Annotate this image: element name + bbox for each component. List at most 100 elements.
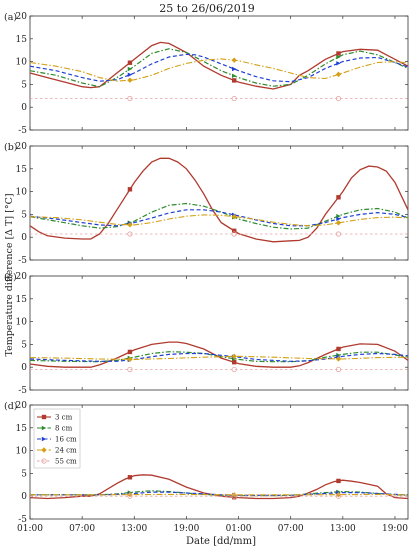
- data-point: [336, 195, 341, 200]
- y-tick-label: 20: [16, 142, 28, 152]
- y-tick-label: 10: [16, 318, 28, 328]
- y-tick-label: 15: [16, 165, 28, 175]
- y-tick-label: 20: [16, 401, 28, 411]
- y-tick-label: -5: [18, 515, 27, 525]
- data-point: [335, 71, 342, 78]
- legend-entry: 16 cm: [55, 436, 77, 444]
- legend-marker: [41, 425, 47, 431]
- data-point: [232, 359, 237, 365]
- data-point: [127, 366, 133, 373]
- data-point: [336, 478, 341, 484]
- data-point: [336, 346, 341, 352]
- chart-panel-1: (a) -5 0 5 10 15 20: [4, 12, 409, 136]
- legend-box: [33, 408, 81, 469]
- chart-panel-4: (d) -5 0 5 10 15 20 01:00 07:00 13:00 19:00 01:00 07…: [4, 401, 409, 534]
- series-line: [29, 209, 409, 227]
- data-point: [335, 220, 342, 226]
- data-point: [335, 95, 342, 102]
- series-line: [29, 53, 409, 83]
- legend-entry: 55 cm: [55, 458, 77, 466]
- data-point: [336, 51, 341, 56]
- legend-marker: [41, 414, 47, 420]
- series-line: [29, 355, 409, 360]
- data-point: [127, 187, 133, 192]
- y-tick-label: 15: [16, 424, 28, 434]
- y-tick-label: 20: [16, 272, 28, 282]
- data-point: [127, 66, 133, 72]
- series-line: [29, 352, 409, 362]
- x-tick-label: 01:00: [17, 524, 43, 534]
- y-tick-label: 0: [21, 103, 27, 113]
- data-point: [127, 95, 133, 102]
- data-point: [127, 231, 133, 237]
- x-tick-label: 19:00: [382, 524, 408, 534]
- series-line: [29, 157, 409, 243]
- series-line: [30, 491, 409, 496]
- data-point: [231, 57, 237, 63]
- legend: 3 cm 8 cm 16 cm 24 cm 55 cm: [33, 408, 81, 469]
- data-point: [232, 66, 237, 72]
- data-point: [231, 353, 237, 360]
- y-tick-label: 20: [16, 12, 28, 22]
- series-line: [29, 58, 409, 82]
- series-line: [29, 214, 409, 227]
- data-point: [335, 356, 342, 362]
- data-point: [231, 95, 237, 102]
- chart-panels: (a)-505101520(b)-505101520(c)-505101520(…: [4, 12, 409, 534]
- data-point: [127, 349, 133, 355]
- y-tick-label: 5: [21, 469, 27, 479]
- plot-frame: [29, 275, 409, 391]
- chart-panel-3: (c) -5 0 5 10 15 20: [4, 272, 409, 396]
- legend-marker: [41, 447, 47, 453]
- series-line: [29, 474, 409, 500]
- legend-entry: 3 cm: [55, 414, 73, 422]
- data-point: [231, 493, 237, 499]
- y-tick-label: 0: [21, 233, 27, 243]
- data-point: [127, 493, 133, 499]
- plot-frame: [29, 404, 409, 520]
- y-tick-label: 10: [16, 58, 28, 68]
- series-line: [29, 202, 409, 230]
- data-point: [127, 72, 133, 77]
- x-axis-label: Date [dd/mm]: [186, 536, 256, 547]
- plot-frame: [29, 145, 409, 261]
- series-line: [29, 351, 409, 363]
- y-tick-label: 0: [21, 363, 27, 373]
- data-point: [231, 366, 237, 373]
- data-point: [335, 366, 342, 373]
- y-tick-label: 5: [21, 340, 27, 350]
- x-tick-label: 19:00: [173, 524, 199, 534]
- x-tick-label: 01:00: [226, 524, 252, 534]
- x-tick-label: 07:00: [69, 524, 95, 534]
- legend-entry: 8 cm: [55, 425, 73, 433]
- data-point: [336, 61, 341, 66]
- panel-label: (b): [4, 142, 18, 153]
- data-point: [335, 231, 342, 237]
- chart-panel-2: (b) -5 0 5 10 15 20: [4, 142, 409, 266]
- y-tick-label: 0: [21, 492, 27, 502]
- data-point: [127, 475, 133, 480]
- data-point: [335, 493, 342, 499]
- panel-label: (d): [4, 401, 18, 412]
- data-point: [127, 77, 133, 83]
- y-tick-label: 15: [16, 35, 28, 45]
- data-point: [336, 54, 341, 60]
- data-point: [232, 78, 237, 83]
- data-point: [231, 231, 237, 237]
- y-tick-label: -5: [18, 256, 27, 266]
- x-tick-label: 13:00: [121, 524, 147, 534]
- legend-marker: [41, 458, 47, 464]
- x-tick-label: 07:00: [278, 524, 304, 534]
- data-point: [231, 213, 237, 220]
- panel-label: (c): [4, 272, 17, 283]
- y-tick-label: 10: [16, 188, 28, 198]
- data-point: [232, 73, 237, 79]
- data-point: [127, 60, 133, 65]
- legend-entry: 24 cm: [55, 447, 77, 455]
- y-tick-label: -5: [18, 126, 27, 136]
- x-tick-label: 13:00: [330, 524, 356, 534]
- figure-title: 25 to 26/06/2019: [159, 2, 254, 15]
- series-line: [29, 48, 409, 88]
- data-point: [336, 216, 341, 222]
- legend-marker: [41, 436, 47, 442]
